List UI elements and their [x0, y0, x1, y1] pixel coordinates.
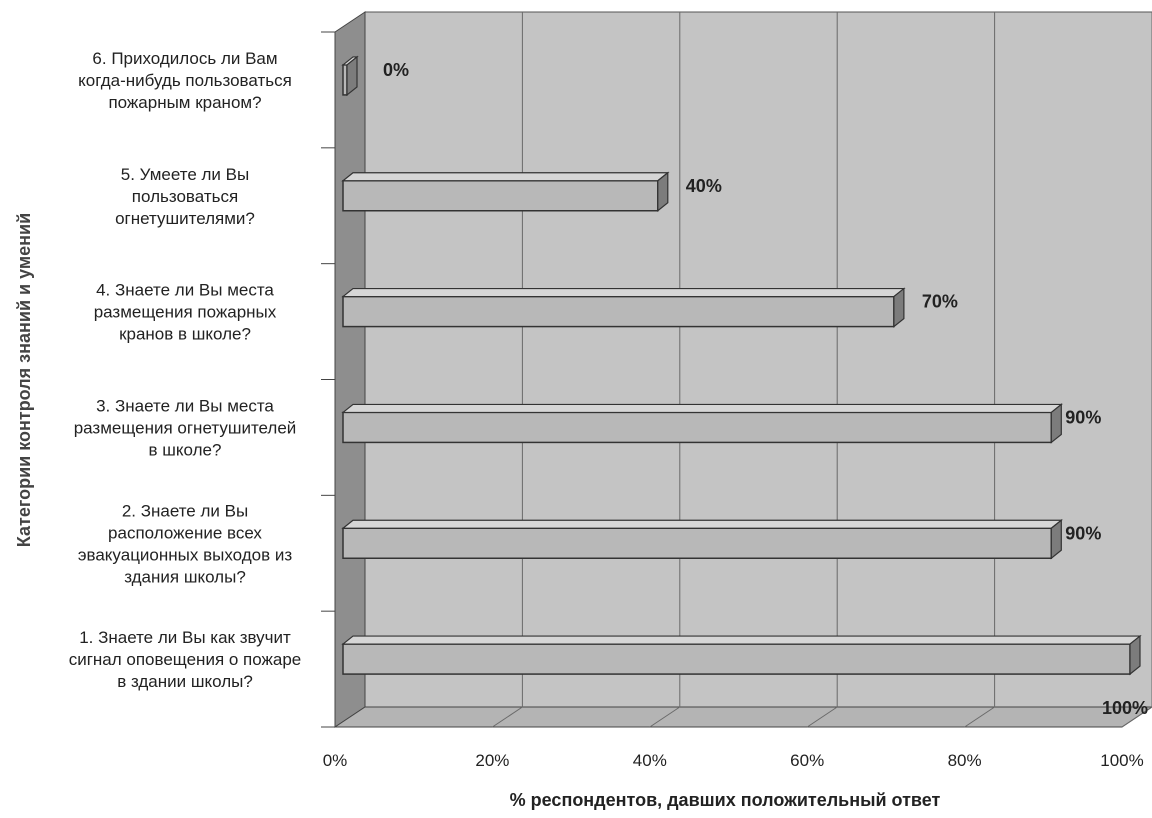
- category-label-line: 1. Знаете ли Вы как звучит: [79, 628, 291, 647]
- bar-side: [657, 171, 669, 212]
- category-label-line: расположение всех: [108, 523, 262, 542]
- category-label-line: 4. Знаете ли Вы места: [96, 281, 274, 300]
- bar: [341, 171, 670, 212]
- category-label: 5. Умеете ли Вы пользоваться огнетушителям…: [115, 165, 255, 228]
- gridline-floor: [649, 706, 681, 728]
- category-label-line: 3. Знаете ли Вы места: [96, 396, 274, 415]
- gridline-floor: [964, 706, 995, 728]
- bar-side: [1129, 634, 1141, 676]
- x-tick-label: 0%: [323, 751, 348, 770]
- bar-top: [341, 287, 906, 298]
- bar-front: [342, 180, 659, 212]
- data-labels: 100% 90% 90% 70% 40% 0%: [383, 60, 1148, 718]
- category-label-line: сигнал оповещения о пожаре: [69, 650, 302, 669]
- y-axis-title: Категории контроля знаний и умений: [14, 213, 34, 547]
- data-label: 90%: [1065, 523, 1101, 543]
- category-label: 2. Знаете ли Вы расположение всех эвакуаци…: [78, 501, 293, 586]
- bar-front: [342, 295, 895, 328]
- category-label: 4. Знаете ли Вы места размещения пожарных…: [94, 281, 277, 344]
- bar-front: [342, 643, 1131, 675]
- bar-top: [341, 172, 670, 182]
- data-label: 100%: [1102, 698, 1148, 718]
- gridline-floor: [1121, 706, 1152, 728]
- category-label-line: пользоваться: [132, 187, 238, 206]
- category-label: 3. Знаете ли Вы места размещения огнетуши…: [74, 396, 297, 459]
- plot-area: [321, 11, 1152, 728]
- x-axis-title: % респондентов, давших положительный отв…: [510, 790, 941, 810]
- category-label-line: когда-нибудь пользоваться: [78, 71, 292, 90]
- floor: [333, 706, 1152, 728]
- bar-front: [342, 411, 1053, 444]
- category-label-line: огнетушителями?: [115, 209, 255, 228]
- data-label: 0%: [383, 60, 409, 80]
- back-wall: [364, 11, 1152, 708]
- bars-group: [341, 55, 1142, 676]
- category-label-line: 6. Приходилось ли Вам: [92, 49, 277, 68]
- x-tick-label: 20%: [475, 751, 509, 770]
- x-tick-label: 60%: [790, 751, 824, 770]
- category-labels: 1. Знаете ли Вы как звучит сигнал оповеще…: [69, 49, 302, 691]
- category-label-line: 2. Знаете ли Вы: [122, 501, 248, 520]
- bar: [341, 55, 359, 97]
- category-label-line: кранов в школе?: [119, 325, 251, 344]
- bar-side: [1050, 403, 1062, 444]
- gridline-floor: [806, 706, 838, 728]
- x-tick-label: 100%: [1100, 751, 1143, 770]
- category-label-line: размещения пожарных: [94, 303, 277, 322]
- bar-side: [346, 55, 358, 97]
- bar: [341, 403, 1064, 444]
- bar-front: [342, 527, 1053, 559]
- gridline-floor: [492, 706, 523, 728]
- x-tick-labels: 0% 20% 40% 60% 80% 100%: [323, 751, 1144, 770]
- category-label-line: размещения огнетушителей: [74, 418, 297, 437]
- bar-top: [341, 635, 1142, 645]
- data-label: 40%: [686, 176, 722, 196]
- bar-side: [893, 287, 905, 328]
- category-label: 6. Приходилось ли Вам когда-нибудь пользо…: [78, 49, 292, 112]
- category-label-line: 5. Умеете ли Вы: [121, 165, 249, 184]
- category-label-line: здания школы?: [124, 567, 246, 586]
- bar: [341, 519, 1064, 560]
- category-label: 1. Знаете ли Вы как звучит сигнал оповеще…: [69, 628, 302, 691]
- bar-top: [341, 519, 1064, 529]
- side-wall: [334, 11, 366, 728]
- bar: [341, 634, 1142, 676]
- category-label-line: в здании школы?: [117, 672, 253, 691]
- category-label-line: эвакуационных выходов из: [78, 545, 293, 564]
- bar-top: [341, 403, 1064, 414]
- x-tick-label: 40%: [633, 751, 667, 770]
- x-tick-label: 80%: [948, 751, 982, 770]
- bar: [341, 287, 906, 328]
- data-label: 90%: [1065, 407, 1101, 427]
- data-label: 70%: [922, 292, 958, 312]
- category-label-line: в школе?: [149, 440, 222, 459]
- bar-side: [1050, 519, 1062, 560]
- category-label-line: пожарным краном?: [108, 93, 261, 112]
